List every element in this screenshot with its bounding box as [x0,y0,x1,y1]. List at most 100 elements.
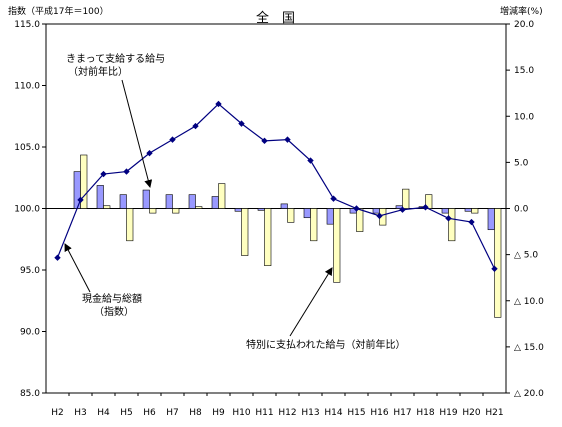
left-tick-label: 90.0 [20,328,40,338]
line-point [100,170,107,178]
bar-special-pay [494,208,502,318]
bar-special-pay [80,154,88,209]
x-tick-label: H5 [120,408,133,418]
x-tick-label: H17 [393,408,411,418]
annotation-regular-pay-sub: （対前年比） [68,65,128,78]
x-tick-label: H11 [255,408,273,418]
bar-special-pay [402,188,410,209]
bar-regular-pay [211,196,219,209]
annotation-special-pay: 特別に支払われた給与（対前年比） [246,267,406,351]
line-point [330,195,337,202]
bar-regular-pay [257,208,265,211]
bar-special-pay [310,208,318,242]
left-tick-label: 100.0 [14,205,40,215]
right-tick-label: △ 20.0 [514,389,544,399]
left-tick-label: 110.0 [14,82,40,92]
bar-regular-pay [96,185,104,209]
bar-special-pay [241,208,249,256]
left-tick-label: 105.0 [14,143,40,153]
x-tick-label: H16 [370,408,388,418]
annotation-regular-pay-arrow [121,79,153,188]
right-tick-label: △ 10.0 [514,297,544,307]
x-tick-label: H10 [232,408,250,418]
bar-special-pay [172,208,180,214]
bar-special-pay [287,208,295,223]
line-point [192,122,199,130]
line-point [54,254,61,261]
annotation-regular-pay: きまって支給する給与 （対前年比） [66,52,165,188]
x-tick-label: H13 [301,408,319,418]
left-tick-label: 95.0 [20,266,40,276]
right-tick-label: 15.0 [514,66,534,76]
bar-special-pay [218,183,226,209]
right-tick-label: 20.0 [514,20,534,30]
line-point [353,205,360,212]
bar-regular-pay [280,203,288,209]
line-point [491,265,498,272]
bar-special-pay [448,208,456,242]
line-point [468,218,475,226]
bar-regular-pay [372,208,380,214]
right-axis-ticks: △ 20.0 △ 15.0 △ 10.0 △ 5.0 0.0 5.0 10.0 15.0 20.… [506,20,544,399]
bar-special-pay [264,208,272,266]
line-point [399,206,406,213]
chart-title: 全 国 [256,10,295,26]
bar-special-pay [333,208,341,283]
right-axis-label: 増減率(%) [500,5,543,17]
bar-regular-pay [165,194,173,209]
left-tick-label: 115.0 [14,20,40,30]
x-tick-label: H15 [347,408,365,418]
x-tick-label: H3 [74,408,87,418]
line-point [284,136,291,143]
bar-special-pay [126,208,134,242]
annotation-cash-index-sub: （指数） [94,305,134,318]
x-tick-label: H18 [416,408,434,418]
line-point [146,149,153,157]
bar-regular-pay [464,208,472,212]
line-point [215,100,222,108]
right-tick-label: △ 5.0 [514,251,538,261]
line-point [376,212,383,220]
bar-regular-pay [234,208,242,212]
x-tick-label: H12 [278,408,296,418]
x-tick-label: H8 [189,408,202,418]
bar-regular-pay [188,194,196,209]
right-tick-label: 10.0 [514,112,534,122]
right-tick-label: △ 15.0 [514,343,544,353]
x-tick-label: H14 [324,408,342,418]
annotation-regular-pay-text: きまって支給する給与 [66,52,165,65]
bar-regular-pay [303,208,311,219]
bar-regular-pay [142,189,150,209]
annotation-special-pay-text: 特別に支払われた給与（対前年比） [246,338,406,351]
line-point [169,136,176,143]
bar-regular-pay [326,208,334,225]
bar-regular-pay [119,194,127,209]
line-point [238,120,245,127]
x-tick-label: H7 [166,408,179,418]
line-point [261,137,268,145]
bar-special-pay [103,205,111,209]
left-axis-label: 指数（平成17年＝100） [8,5,109,17]
line-point [422,204,429,211]
bar-regular-pay [441,208,449,214]
line-series [54,100,498,272]
bar-special-pay [195,206,203,209]
left-axis-ticks: 85.0 90.0 95.0 100.0 105.0 110.0 115.0 [14,20,46,399]
bar-regular-pay [487,208,495,231]
line-point [445,215,452,222]
x-tick-label: H21 [485,408,503,418]
line-point [307,157,314,164]
line-point [77,196,84,204]
x-axis-ticks: H2 H3 H4 H5 H6 H7 H8 H9 H10 H11 H12 H13 H14 H15 H16 H17… [51,393,504,418]
bar-special-pay [471,208,479,214]
right-tick-label: 0.0 [514,205,529,215]
x-tick-label: H19 [439,408,457,418]
bar-special-pay [149,208,157,214]
annotation-cash-index: 現金給与総額 （指数） [64,243,142,318]
line-point [123,168,130,175]
annotation-cash-index-arrow [64,243,91,293]
x-tick-label: H4 [97,408,110,418]
x-tick-label: H9 [212,408,225,418]
right-tick-label: 5.0 [514,158,529,168]
left-tick-label: 85.0 [20,389,40,399]
